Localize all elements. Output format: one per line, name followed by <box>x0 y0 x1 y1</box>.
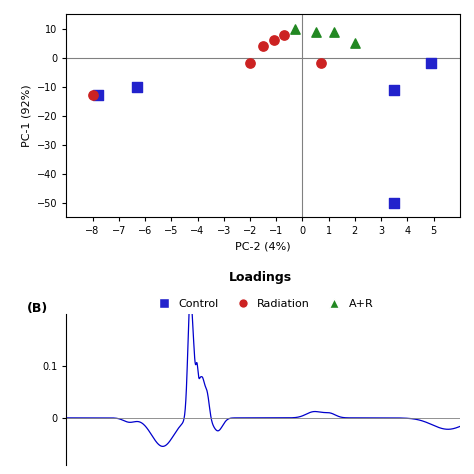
Point <box>133 83 141 91</box>
X-axis label: PC-2 (4%): PC-2 (4%) <box>235 242 291 252</box>
Point <box>351 39 359 47</box>
Text: Loadings: Loadings <box>229 271 292 284</box>
Point <box>270 36 277 44</box>
Point <box>280 31 288 38</box>
Text: (B): (B) <box>27 302 48 315</box>
Point <box>246 60 254 67</box>
Point <box>259 42 267 50</box>
Point <box>312 28 319 36</box>
Point <box>94 91 101 99</box>
Point <box>89 91 96 99</box>
Point <box>330 28 337 36</box>
Point <box>291 25 298 33</box>
Y-axis label: PC-1 (92%): PC-1 (92%) <box>21 84 31 147</box>
Point <box>317 60 325 67</box>
Legend: Control, Radiation, A+R: Control, Radiation, A+R <box>153 299 374 309</box>
Point <box>391 86 398 93</box>
Point <box>391 199 398 206</box>
Point <box>427 60 435 67</box>
